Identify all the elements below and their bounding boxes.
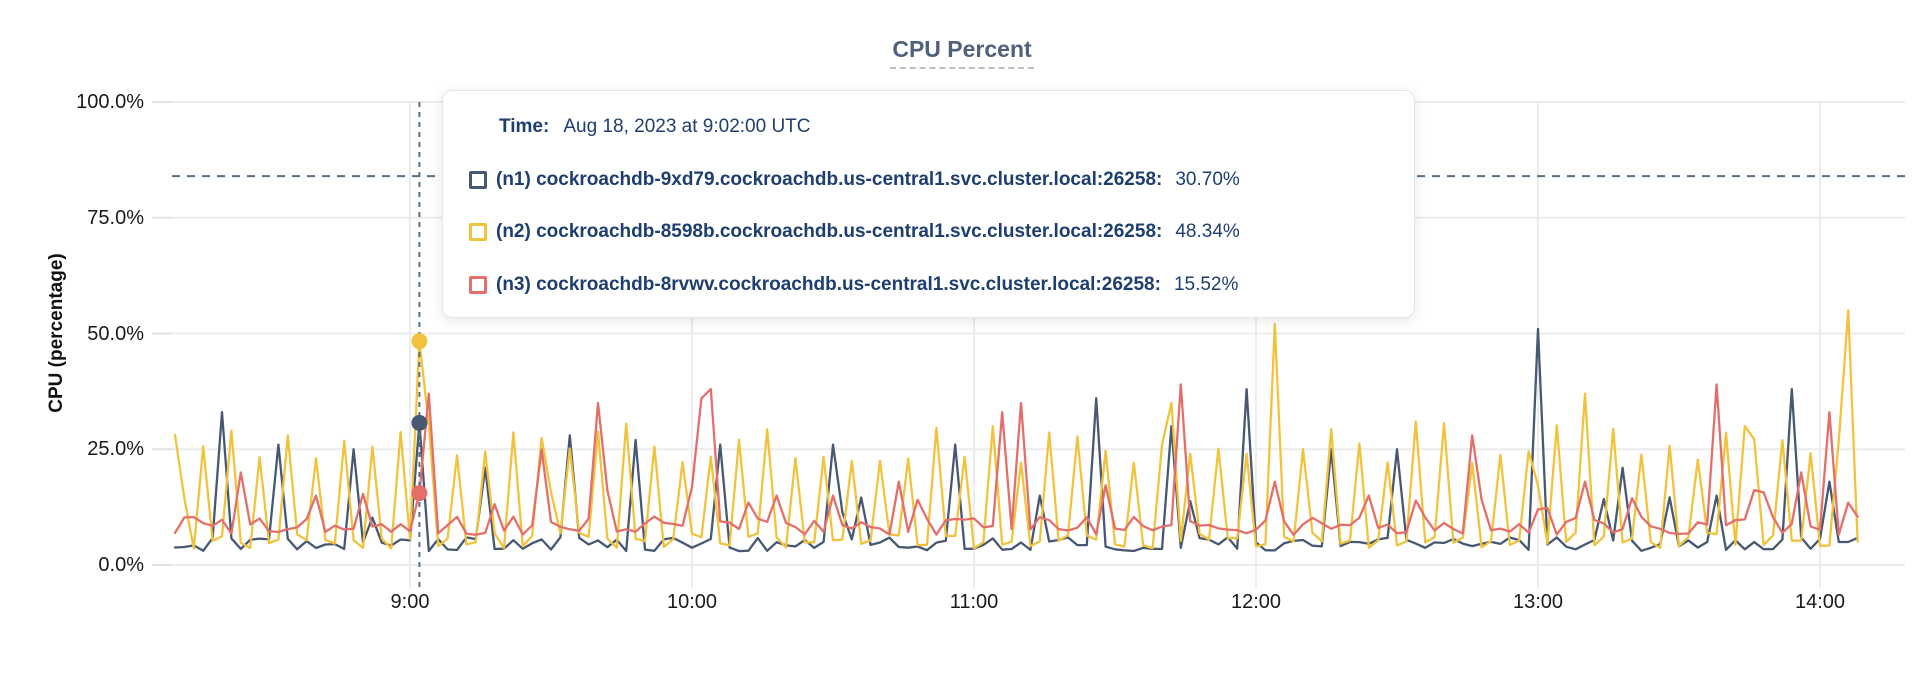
series-name: (n2) cockroachdb-8598b.cockroachdb.us-ce…: [496, 221, 1163, 243]
series-line-n1: [173, 327, 1859, 553]
y-tick-label: 25.0%: [87, 438, 144, 461]
series-marker-icon: [469, 223, 487, 242]
tooltip-series-row: (n2) cockroachdb-8598b.cockroachdb.us-ce…: [469, 218, 1388, 246]
tooltip-time-label: Time:: [499, 116, 550, 137]
y-tick-label: 50.0%: [87, 322, 144, 345]
tooltip-time-value: Aug 18, 2023 at 9:02:00 UTC: [563, 116, 811, 137]
tooltip-series-row: (n1) cockroachdb-9xd79.cockroachdb.us-ce…: [469, 166, 1388, 194]
y-tick-label: 75.0%: [87, 206, 144, 229]
hover-dot-n3: [411, 485, 428, 502]
x-tick-label: 9:00: [390, 591, 430, 613]
y-tick-label: 0.0%: [98, 554, 144, 576]
series-marker-icon: [469, 170, 487, 189]
x-tick-label: 12:00: [1230, 591, 1282, 613]
x-tick-label: 10:00: [666, 591, 718, 613]
series-value: 48.34%: [1175, 221, 1240, 243]
series-name: (n3) cockroachdb-8rvwv.cockroachdb.us-ce…: [496, 273, 1161, 295]
tooltip-time-row: Time: Aug 18, 2023 at 9:02:00 UTC: [469, 113, 1388, 141]
hover-dot-n1: [411, 414, 428, 431]
y-tick-label: 100.0%: [76, 91, 144, 113]
series-marker-icon: [469, 275, 487, 294]
hover-tooltip: Time: Aug 18, 2023 at 9:02:00 UTC (n1) c…: [442, 90, 1415, 318]
series-name: (n1) cockroachdb-9xd79.cockroachdb.us-ce…: [496, 168, 1163, 190]
series-line-n2: [173, 309, 1859, 550]
series-line-n3: [173, 383, 1859, 536]
hover-dot-n2: [411, 333, 428, 350]
tooltip-series-row: (n3) cockroachdb-8rvwv.cockroachdb.us-ce…: [469, 271, 1388, 299]
series-value: 30.70%: [1175, 168, 1240, 190]
series-value: 15.52%: [1173, 273, 1239, 295]
x-tick-label: 14:00: [1794, 591, 1846, 613]
x-tick-label: 11:00: [949, 591, 999, 613]
x-tick-label: 13:00: [1512, 591, 1564, 613]
